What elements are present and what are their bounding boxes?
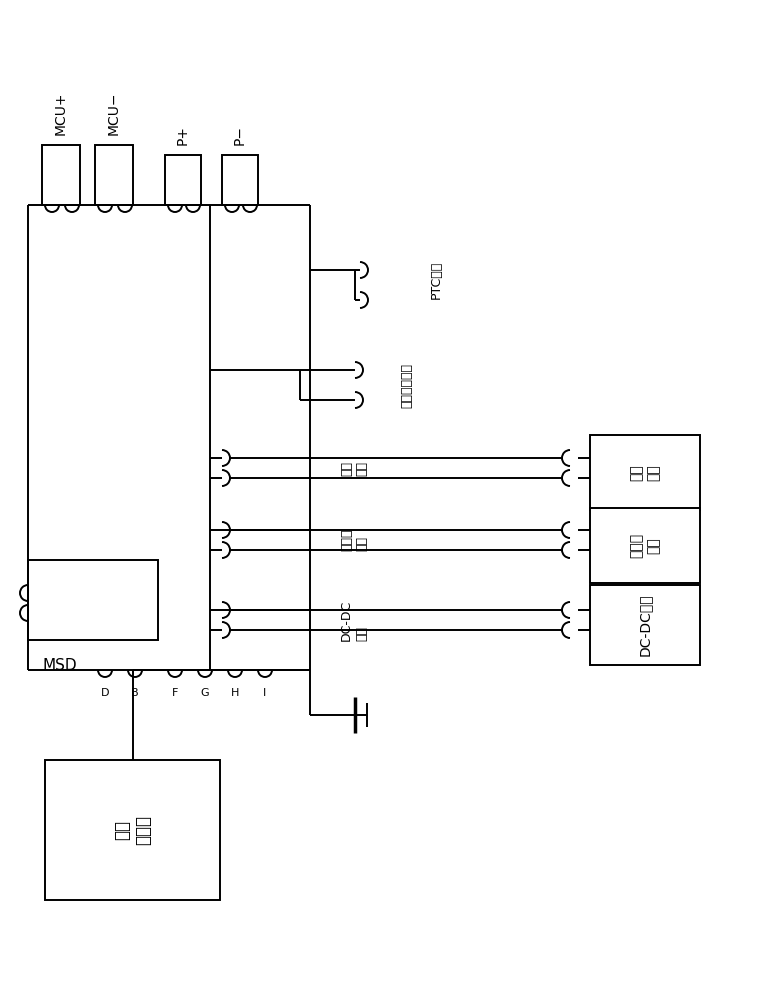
Bar bbox=[590, 585, 700, 665]
Text: D: D bbox=[101, 688, 109, 698]
Text: DC-DC
插件: DC-DC 插件 bbox=[340, 599, 368, 641]
Bar bbox=[45, 760, 220, 900]
Text: DC-DC设备: DC-DC设备 bbox=[638, 594, 652, 656]
Text: 空调
插件: 空调 插件 bbox=[340, 460, 368, 476]
Text: 充电机
设备: 充电机 设备 bbox=[630, 533, 660, 558]
Text: MSD: MSD bbox=[43, 658, 77, 673]
Text: P−: P− bbox=[233, 125, 247, 145]
Text: F: F bbox=[172, 688, 178, 698]
Text: I: I bbox=[263, 688, 266, 698]
Text: MCU+: MCU+ bbox=[54, 92, 68, 135]
Text: MCU−: MCU− bbox=[107, 92, 121, 135]
Text: PTC插件: PTC插件 bbox=[430, 261, 443, 299]
Bar bbox=[42, 145, 80, 205]
Text: H: H bbox=[231, 688, 239, 698]
Bar bbox=[590, 508, 700, 583]
Bar bbox=[95, 145, 133, 205]
Bar bbox=[165, 155, 201, 205]
Text: 空调
设备: 空调 设备 bbox=[630, 464, 660, 481]
Text: 电压转向插件: 电压转向插件 bbox=[400, 362, 413, 408]
Text: G: G bbox=[200, 688, 209, 698]
Text: P+: P+ bbox=[176, 125, 190, 145]
Bar bbox=[590, 435, 700, 510]
Text: 充电机
插件: 充电机 插件 bbox=[340, 529, 368, 551]
Text: 整车
控制器: 整车 控制器 bbox=[113, 815, 152, 845]
Text: B: B bbox=[131, 688, 139, 698]
Bar bbox=[28, 560, 158, 640]
Bar bbox=[222, 155, 258, 205]
